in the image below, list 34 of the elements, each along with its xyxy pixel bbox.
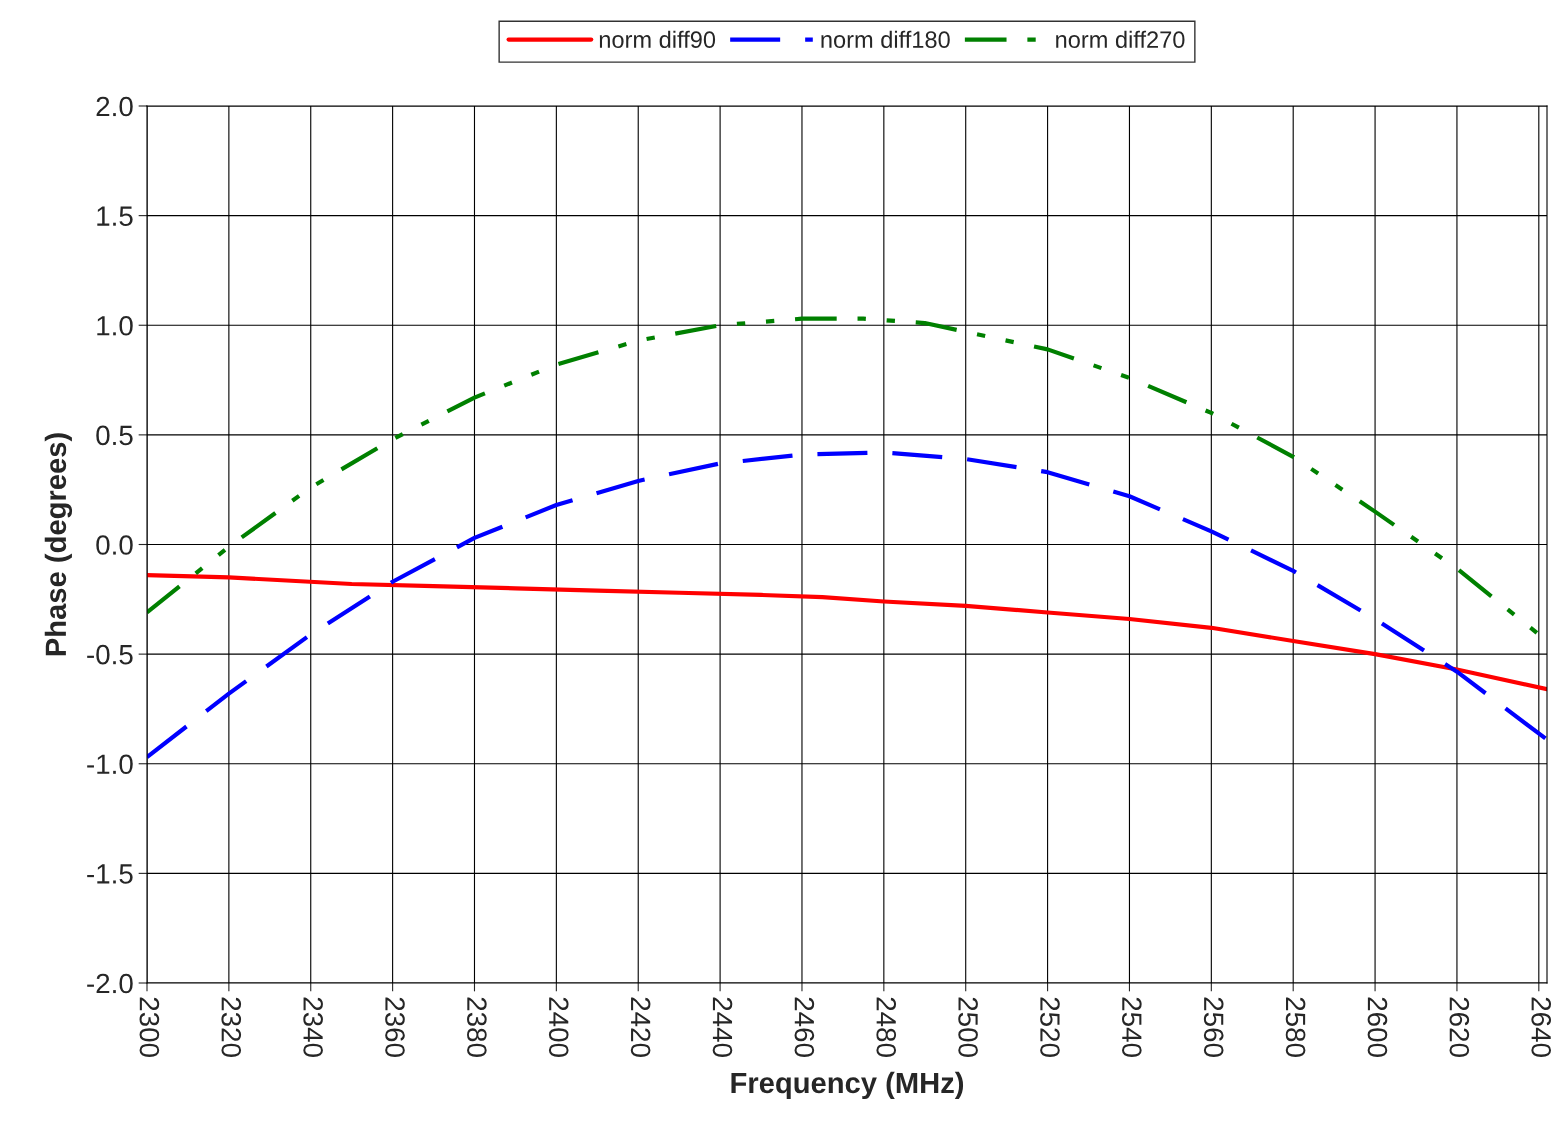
x-tick-label: 2560 — [1203, 997, 1224, 1057]
legend-label: norm diff90 — [599, 30, 716, 49]
x-tick-label: 2620 — [1449, 997, 1470, 1057]
y-tick-label: 0.0 — [96, 535, 133, 555]
y-tick-label: 1.5 — [97, 206, 133, 226]
y-tick-label: -1.5 — [87, 864, 133, 884]
y-tick-label: 1.0 — [97, 315, 133, 336]
y-tick-label: 0.5 — [96, 425, 133, 446]
x-tick-label: 2540 — [1122, 997, 1142, 1057]
x-tick-label: 2500 — [958, 997, 978, 1057]
x-tick-label: 2380 — [467, 997, 487, 1057]
line-series — [147, 573, 1547, 692]
x-tick-label: 2520 — [1040, 997, 1060, 1057]
x-tick-label: 2340 — [303, 997, 323, 1057]
y-tick-label: -2.0 — [87, 973, 133, 994]
legend-label: norm diff270 — [1056, 30, 1185, 49]
x-tick-label: 2440 — [712, 997, 733, 1057]
x-tick-label: 2420 — [630, 997, 651, 1057]
x-tick-label: 2640 — [1531, 997, 1552, 1057]
x-tick-label: 2300 — [139, 997, 160, 1057]
x-tick-label: 2400 — [548, 997, 569, 1057]
x-tick-label: 2360 — [385, 997, 405, 1057]
y-tick-label: -0.5 — [87, 644, 133, 665]
x-tick-label: 2580 — [1285, 997, 1306, 1057]
legend-label: norm diff180 — [821, 30, 950, 49]
y-tick-label: 2.0 — [96, 96, 133, 117]
x-tick-label: 2460 — [794, 997, 815, 1057]
line-series — [147, 450, 1547, 760]
x-tick-label: 2600 — [1367, 997, 1388, 1057]
x-tick-label: 2320 — [221, 997, 242, 1057]
x-axis-title: Frequency (MHz) — [731, 1071, 964, 1100]
y-tick-label: -1.0 — [87, 754, 133, 775]
x-tick-label: 2480 — [876, 997, 897, 1057]
y-axis-title: Phase (degrees) — [44, 433, 73, 656]
